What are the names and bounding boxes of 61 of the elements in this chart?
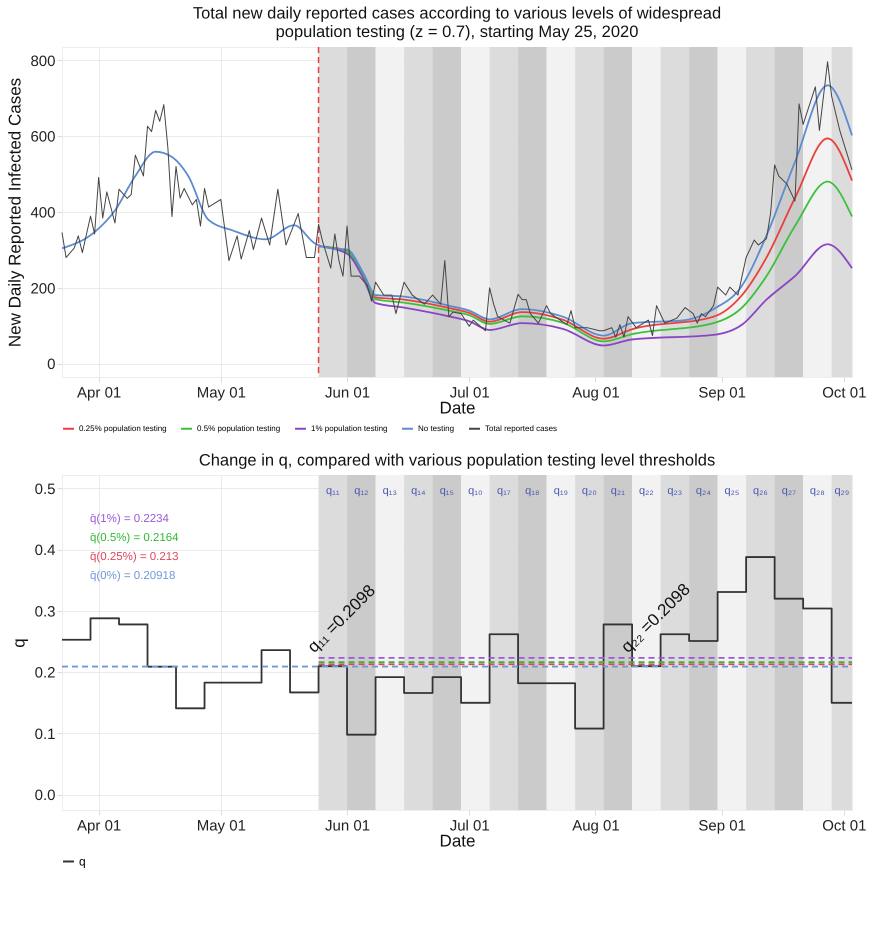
band-label: q₂₆ [752, 485, 768, 497]
band-label: q₂₄ [696, 485, 712, 497]
y-tick-label: 0.1 [34, 726, 56, 743]
band-label: q₂₉ [834, 485, 850, 497]
x-tick-label: Jul 01 [450, 384, 490, 402]
legend-label: Total reported cases [485, 424, 558, 433]
y-tick-label: 0.2 [34, 664, 56, 682]
legend-label: 0.5% population testing [197, 424, 280, 433]
band-label: q₂₁ [610, 485, 626, 497]
legend-label: q [79, 854, 86, 868]
band-label: q₂₃ [667, 485, 682, 497]
x-tick-label: Jun 01 [325, 384, 370, 402]
band-label: q₁₅ [440, 485, 454, 497]
x-tick-label: Jun 01 [325, 818, 370, 834]
band-label: q₁₁ [326, 485, 340, 497]
band-label: q₂₀ [582, 485, 597, 497]
x-tick-label: Apr 01 [77, 818, 122, 834]
band-label: q₂₇ [782, 485, 796, 497]
legend-label: 0.25% population testing [79, 424, 167, 433]
text: q̄(0.25%) = 0.213 [90, 551, 179, 563]
x-tick-label: May 01 [196, 384, 246, 402]
band-label: q₂₈ [810, 485, 825, 497]
x-axis-title: Date [440, 832, 476, 850]
text: q̄(0.5%) = 0.2164 [90, 532, 180, 544]
x-tick-label: Aug 01 [572, 384, 620, 402]
band-label: q₁₃ [382, 485, 397, 497]
x-tick-label: Sep 01 [698, 818, 746, 834]
x-axis-title: Date [440, 398, 476, 418]
y-tick-label: 0 [47, 356, 56, 374]
band-label: q₁₄ [411, 485, 426, 497]
y-tick-label: 600 [30, 128, 56, 146]
y-tick-label: 0.5 [34, 480, 56, 498]
band-label: q₂₂ [639, 485, 654, 497]
band-label: q₁₀ [468, 485, 483, 497]
y-tick-label: 800 [30, 52, 56, 70]
x-tick-label: Aug 01 [572, 818, 620, 834]
y-tick-label: 0.4 [34, 542, 56, 560]
y-axis-title: New Daily Reported Infected Cases [5, 78, 24, 348]
chart-title: Total new daily reported cases according to various levels of widespread population testing (z = 0.7), starting May 25, 2020 [192, 4, 722, 41]
legend-label: No testing [418, 424, 454, 433]
y-tick-label: 400 [30, 204, 56, 222]
x-tick-label: Sep 01 [698, 384, 746, 402]
x-tick-label: Jul 01 [450, 818, 490, 834]
y-tick-label: 200 [30, 280, 56, 298]
chart-title: Change in q, compared with various population testing level thresholds [198, 452, 716, 470]
text: q̄(1%) = 0.2234 [90, 513, 170, 525]
y-tick-label: 0.0 [34, 787, 56, 804]
x-tick-label: May 01 [196, 818, 246, 834]
band-label: q₁₇ [497, 485, 511, 497]
text: q̄(0%) = 0.20918 [90, 570, 176, 582]
band-label: q₂₅ [724, 485, 740, 497]
line-series [318, 243, 853, 346]
legend-label: 1% population testing [311, 424, 388, 433]
y-axis-title: q [10, 638, 29, 648]
band-label: q₁₉ [554, 485, 568, 497]
x-tick-label: Apr 01 [77, 384, 122, 402]
band-label: q₁₂ [354, 485, 368, 497]
x-tick-label: Oct 01 [822, 818, 866, 834]
y-tick-label: 0.3 [34, 603, 56, 620]
x-tick-label: Oct 01 [822, 384, 866, 402]
band-label: q₁₈ [525, 485, 540, 497]
